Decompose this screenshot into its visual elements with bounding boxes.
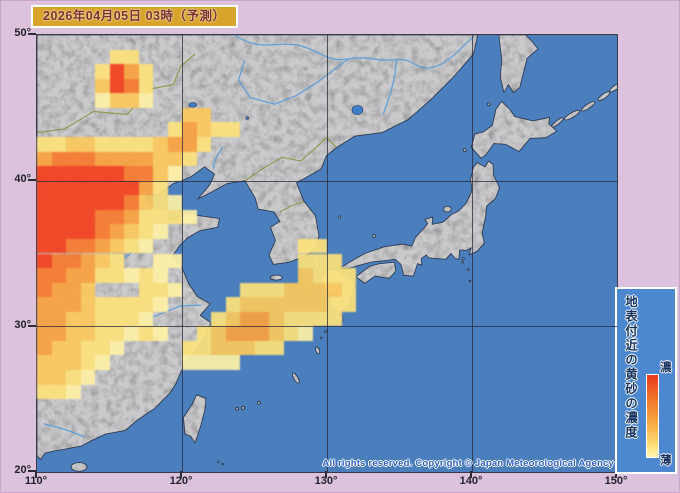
tick-120e [180,471,182,478]
legend-title-vertical: 地表付近の黄砂の濃度 [623,295,637,440]
dust-forecast-map: All rights reserved. Copyright © Japan M… [36,34,618,473]
gridline-130e [327,35,328,472]
gridline-140e [472,35,473,472]
gridline-30n [37,326,617,328]
tick-110e [35,471,37,478]
lat-label-20: 20° [14,464,31,476]
lon-label-120: 120° [169,475,193,487]
lon-label-130: 130° [314,475,338,487]
legend-dense-label: 濃 [660,362,672,374]
concentration-legend: 地表付近の黄砂の濃度 濃 薄 [615,287,677,474]
tick-130e [325,471,327,478]
legend-thin-label: 薄 [660,455,672,467]
lat-label-40: 40° [14,173,31,185]
lat-label-50: 50° [14,27,31,39]
tick-40n [28,179,36,181]
lat-label-30: 30° [14,319,31,331]
tick-150e [615,471,617,478]
tick-140e [470,471,472,478]
tick-50n [28,33,36,35]
forecast-datetime-title: 2026年04月05日 03時（予測） [31,5,238,28]
tick-30n [28,325,36,327]
dust-layer [37,35,617,472]
copyright-text: All rights reserved. Copyright © Japan M… [322,458,614,469]
lon-label-150: 150° [604,475,628,487]
lon-label-140: 140° [459,475,483,487]
lakes-group [188,102,364,120]
gridline-40n [37,180,617,182]
lon-label-110: 110° [24,475,48,487]
gridline-120e [182,35,183,472]
tick-20n [28,470,36,472]
concentration-gradient-bar [646,374,659,458]
